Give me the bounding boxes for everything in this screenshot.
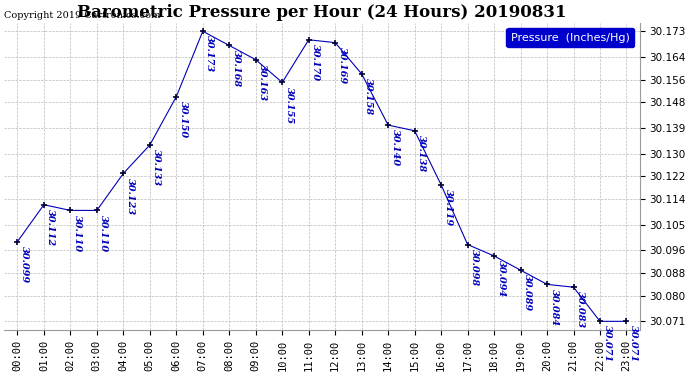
Text: 30.169: 30.169: [337, 47, 346, 84]
Text: 30.173: 30.173: [205, 35, 214, 72]
Text: 30.133: 30.133: [152, 149, 161, 186]
Text: 30.110: 30.110: [99, 214, 108, 252]
Text: 30.099: 30.099: [20, 246, 29, 283]
Text: 30.110: 30.110: [73, 214, 82, 252]
Text: 30.098: 30.098: [470, 249, 479, 286]
Text: 30.119: 30.119: [444, 189, 453, 226]
Text: 30.155: 30.155: [285, 87, 294, 124]
Text: 30.084: 30.084: [549, 288, 558, 326]
Text: 30.163: 30.163: [258, 64, 267, 101]
Title: Barometric Pressure per Hour (24 Hours) 20190831: Barometric Pressure per Hour (24 Hours) …: [77, 4, 566, 21]
Text: 30.138: 30.138: [417, 135, 426, 172]
Text: 30.071: 30.071: [602, 326, 611, 363]
Text: 30.083: 30.083: [576, 291, 585, 328]
Text: 30.140: 30.140: [391, 129, 400, 166]
Text: 30.071: 30.071: [629, 326, 638, 363]
Text: 30.158: 30.158: [364, 78, 373, 115]
Legend: Pressure  (Inches/Hg): Pressure (Inches/Hg): [506, 28, 634, 47]
Text: 30.123: 30.123: [126, 178, 135, 215]
Text: 30.112: 30.112: [46, 209, 55, 246]
Text: 30.094: 30.094: [497, 260, 506, 297]
Text: 30.170: 30.170: [311, 44, 320, 81]
Text: 30.089: 30.089: [523, 274, 532, 311]
Text: 30.168: 30.168: [232, 50, 241, 87]
Text: 30.150: 30.150: [179, 101, 188, 138]
Text: Copyright 2019 Cartronics.com: Copyright 2019 Cartronics.com: [4, 10, 161, 20]
